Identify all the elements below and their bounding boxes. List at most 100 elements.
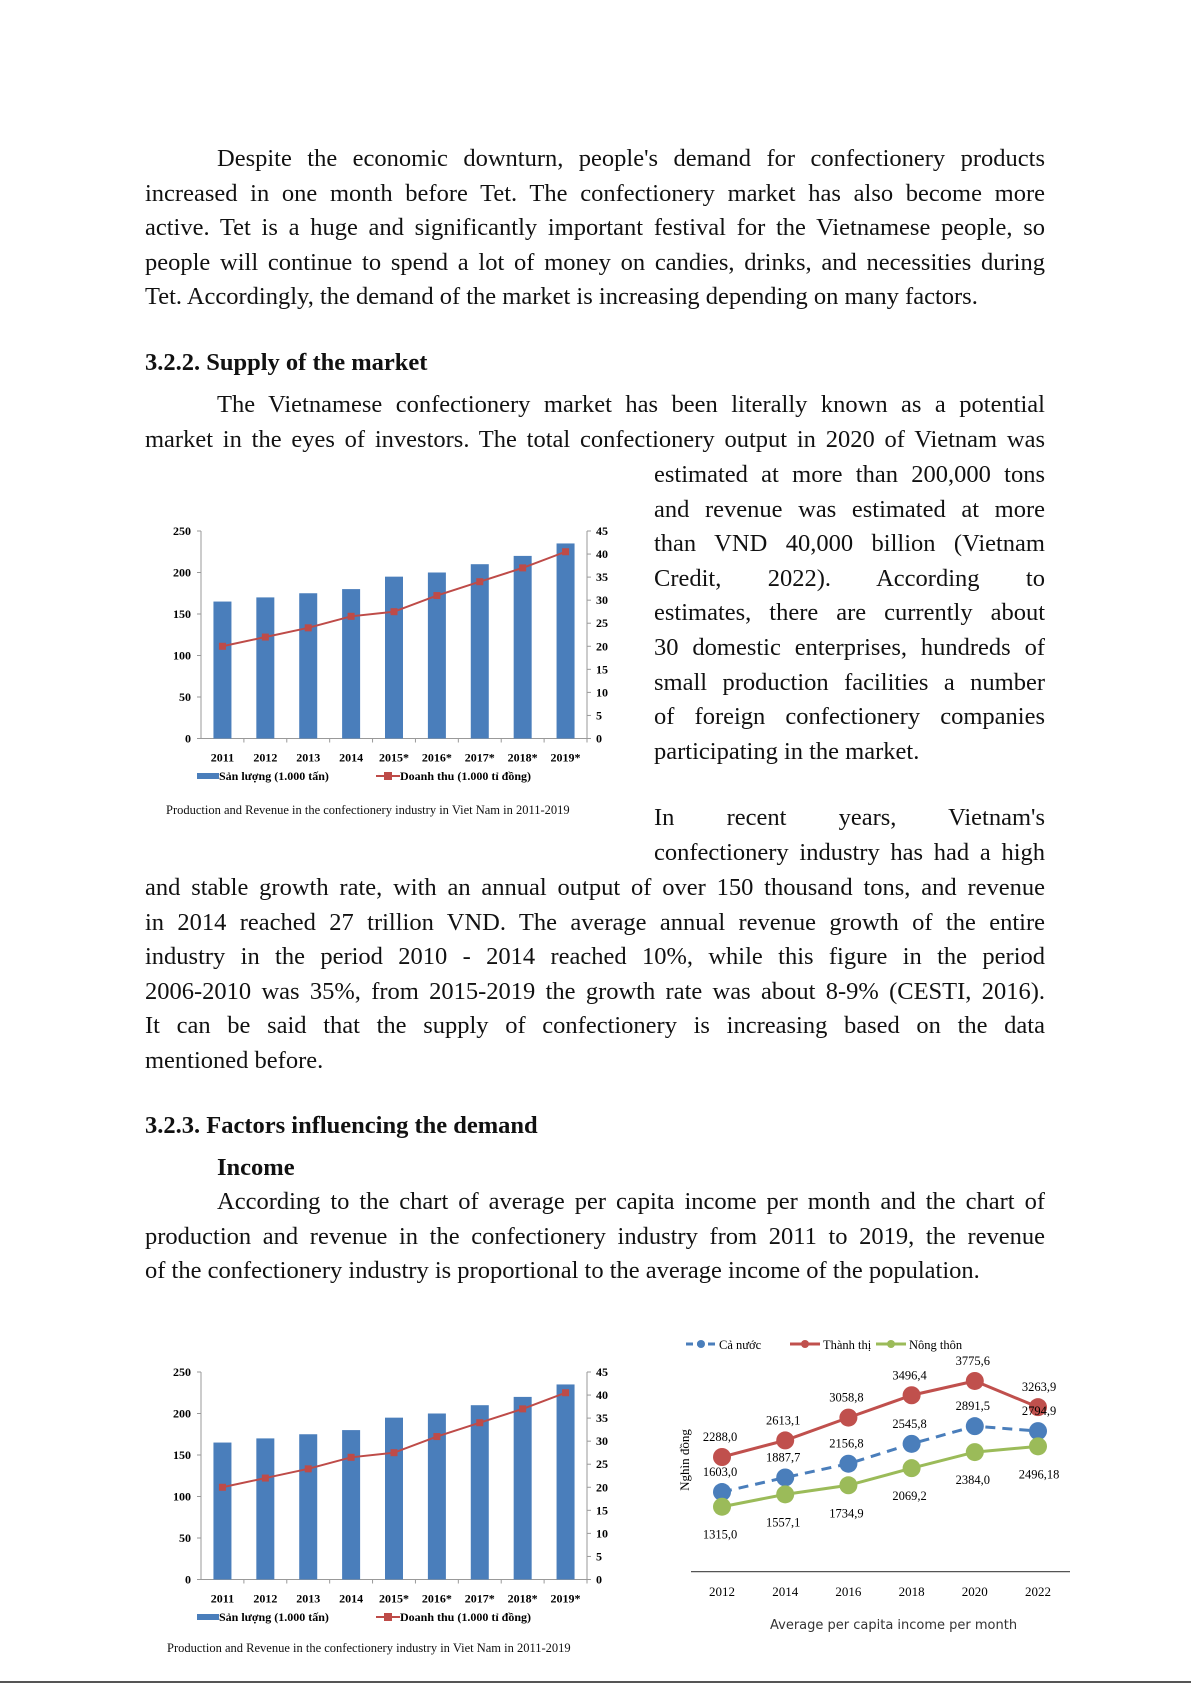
y2-tick-label: 45 [596, 524, 608, 538]
revenue-point [562, 1389, 570, 1397]
bar [256, 1438, 275, 1580]
series-line-0 [721, 1424, 1039, 1494]
paragraph-line: than VND 40,000 billion (Vietnam [654, 530, 1045, 558]
y-tick-label: 50 [179, 690, 191, 704]
y2-tick-label: 30 [596, 1434, 608, 1448]
bar [213, 601, 232, 739]
data-point [713, 1497, 731, 1516]
y-tick-label: 100 [173, 649, 191, 663]
y2-tick-label: 40 [596, 547, 608, 561]
paragraph-line: industry in the period 2010 - 2014 reach… [145, 943, 1045, 971]
data-point [902, 1434, 921, 1453]
legend-marker-revenue [384, 772, 392, 780]
data-point [713, 1483, 731, 1502]
y2-tick-label: 25 [596, 1457, 608, 1471]
revenue-point [347, 612, 355, 620]
y-tick-label: 250 [173, 524, 191, 538]
x-tick-label: 2014 [339, 751, 363, 765]
data-point [965, 1443, 984, 1462]
bar [427, 572, 446, 739]
legend-marker [887, 1340, 895, 1348]
y-tick-label: 0 [185, 732, 191, 746]
bar [556, 1384, 575, 1580]
x-tick-label: 2013 [296, 751, 320, 765]
legend-label-production: Sản lượng (1.000 tấn) [219, 1610, 329, 1624]
x-tick-label: 2016 [835, 1584, 862, 1599]
y2-tick-label: 0 [596, 1573, 602, 1587]
income-line-chart: 2012 2014 2016 2018 2020 2022 Nghìn đồng 2288,0… [677, 1338, 1070, 1599]
data-label: 1734,9 [829, 1506, 863, 1520]
paragraph-line: According to the chart of average per ca… [217, 1188, 1045, 1215]
paragraph-line: Credit, 2022). According to [654, 564, 1045, 592]
revenue-point [519, 564, 527, 572]
y2-tick-label: 35 [596, 1411, 608, 1425]
data-label: 3775,6 [956, 1354, 990, 1368]
paragraph-line: confectionery industry has had a high [654, 838, 1045, 866]
production-revenue-chart-2: 0 50 100 150 200 250 0 5 10 15 20 25 30 35 40 45 2011 201… [173, 1365, 608, 1624]
data-label: 2384,0 [956, 1473, 990, 1487]
x-tick-label: 2020 [962, 1584, 988, 1599]
bar [385, 576, 403, 739]
legend-label: Cả nước [719, 1338, 762, 1352]
y-tick-label: 250 [173, 1365, 191, 1379]
x-tick-label: 2015* [379, 1592, 409, 1606]
page-bottom-rule [0, 1681, 1191, 1683]
paragraph-line: active. Tet is a huge and significantly … [145, 214, 1045, 242]
paragraph-line: market in the eyes of investors. The tot… [145, 425, 1045, 453]
production-revenue-chart: 0 50 100 150 200 250 0 5 10 15 20 25 30 35 40 45 2011 201… [173, 524, 608, 783]
x-tick-label: 2012 [709, 1584, 735, 1599]
x-tick-label: 2018 [899, 1584, 925, 1599]
revenue-point [433, 1433, 441, 1441]
paragraph-line: 30 domestic enterprises, hundreds of [654, 634, 1045, 661]
revenue-point [304, 1465, 312, 1473]
y2-tick-label: 45 [596, 1365, 608, 1379]
revenue-point [304, 624, 312, 632]
data-label: 3263,9 [1022, 1380, 1056, 1394]
data-point [776, 1468, 795, 1487]
revenue-point [519, 1405, 527, 1413]
bar [299, 593, 318, 739]
data-label: 2069,2 [892, 1489, 926, 1503]
bar [299, 1434, 318, 1580]
x-tick-label: 2016* [422, 751, 452, 765]
legend-marker [697, 1340, 705, 1348]
paragraph-line: It can be said that the supply of confec… [145, 1012, 1045, 1040]
x-tick-label: 2015* [379, 751, 409, 765]
data-label: 2613,1 [766, 1413, 800, 1427]
bar [256, 597, 275, 739]
paragraph-line: increased in one month before Tet. The c… [145, 179, 1045, 207]
data-point [965, 1371, 984, 1390]
legend-marker [801, 1340, 809, 1348]
paragraph-line: small production facilities a number [654, 668, 1045, 696]
y2-tick-label: 5 [596, 1549, 602, 1563]
series-line-2 [721, 1444, 1039, 1509]
data-label: 1887,7 [766, 1450, 800, 1464]
data-point [902, 1459, 921, 1478]
bar [470, 564, 489, 739]
x-tick-label: 2022 [1025, 1584, 1051, 1599]
y-tick-label: 50 [179, 1531, 191, 1545]
paragraph-line: of foreign confectionery companies [654, 703, 1045, 731]
y-tick-label: 150 [173, 1448, 191, 1462]
y2-tick-label: 25 [596, 616, 608, 630]
legend-swatch-production [197, 773, 219, 779]
paragraph-line: of the confectionery industry is proport… [145, 1257, 980, 1285]
paragraph-line: mentioned before. [145, 1047, 324, 1074]
legend-label: Thành thị [823, 1338, 872, 1352]
legend-swatch-production [197, 1614, 219, 1620]
section-heading: 3.2.3. Factors influencing the demand [145, 1112, 538, 1139]
revenue-point [390, 608, 398, 616]
x-tick-label: 2017* [465, 751, 495, 765]
data-point [839, 1476, 858, 1495]
paragraph-line: people will continue to spend a lot of m… [145, 248, 1045, 276]
y2-tick-label: 30 [596, 593, 608, 607]
bar [513, 555, 532, 739]
y2-tick-label: 5 [596, 708, 602, 722]
revenue-point [562, 548, 570, 556]
data-label: 2156,8 [829, 1437, 863, 1451]
data-label: 2496,18 [1019, 1467, 1060, 1481]
x-tick-label: 2018* [508, 1592, 538, 1606]
paragraph-line: In recent years, Vietnam's [654, 804, 1045, 831]
data-label: 2794,9 [1022, 1404, 1056, 1418]
data-point [965, 1417, 984, 1436]
